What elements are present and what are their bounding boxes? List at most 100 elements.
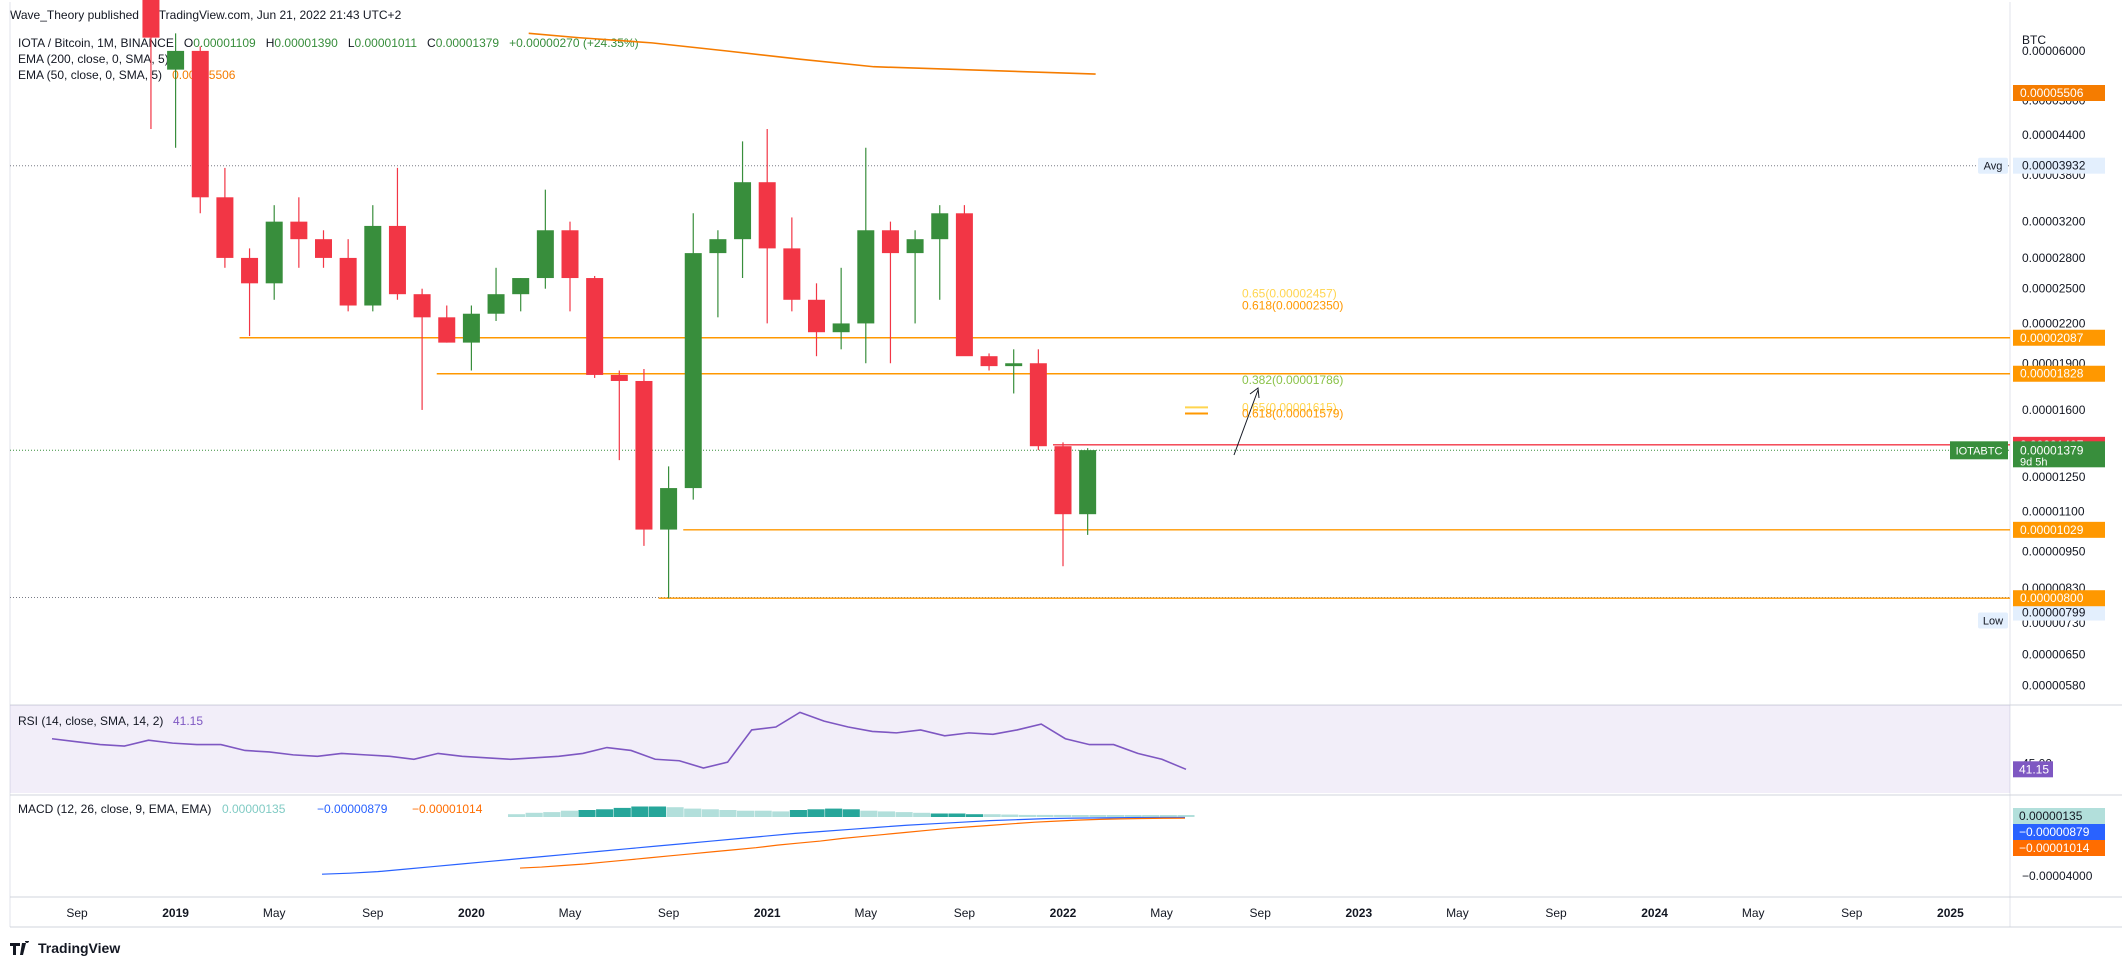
macd-hist-bar: [684, 808, 702, 817]
candle-body: [167, 50, 185, 70]
price-tick-label: 0.00002200: [2022, 316, 2086, 330]
price-tick-label: 0.00004400: [2022, 128, 2086, 142]
candle-body: [955, 213, 973, 357]
time-tick-label: Sep: [1250, 906, 1272, 920]
candle-body: [660, 488, 678, 530]
ema50-price-bg: [2013, 85, 2105, 101]
macd-hist-bar: [825, 808, 843, 817]
candle-body: [388, 225, 406, 295]
high-value: 0.00001390: [274, 36, 338, 50]
candle-body: [1005, 363, 1023, 367]
candle-body: [216, 197, 234, 258]
low-tag-bg: [1978, 612, 2008, 629]
price-axis-unit: BTC: [2022, 33, 2046, 47]
last-price-label: 0.00001379: [2020, 443, 2084, 457]
candle-body: [1054, 446, 1072, 515]
candle-body: [315, 239, 332, 258]
macd-hist-bar: [895, 812, 913, 817]
macd-hist-bar: [525, 812, 543, 817]
candle-body: [1029, 363, 1047, 447]
level-price-bg: [2013, 521, 2105, 538]
macd-hist-bar: [648, 806, 667, 817]
tradingview-icon: [10, 941, 29, 955]
macd-hist-bar: [1177, 815, 1195, 817]
macd-hist-bar: [772, 811, 790, 817]
candle-body: [290, 221, 308, 240]
open-value: 0.00001109: [193, 36, 256, 50]
macd-hist-bar: [596, 809, 614, 817]
candle-body: [142, 0, 160, 38]
candle-body: [438, 317, 456, 343]
time-tick-label: Sep: [66, 906, 88, 920]
candle-body: [241, 257, 259, 284]
macd-hist-bar: [754, 810, 772, 817]
rsi-band: [10, 705, 2010, 793]
level-price-label: 0.00001828: [2020, 367, 2084, 381]
time-tick-label: Sep: [1545, 906, 1567, 920]
macd-hist-bar: [560, 810, 578, 817]
candle-body: [1079, 450, 1097, 515]
ema50-label: EMA (50, close, 0, SMA, 5): [18, 68, 163, 82]
macd-hist-bar: [1001, 814, 1019, 817]
time-tick-label: Sep: [658, 906, 680, 920]
macd-hist-bar: [1124, 815, 1142, 817]
candle-body: [462, 313, 480, 343]
macd-hist-bar: [983, 814, 1001, 817]
macd-value: −0.00001014: [412, 802, 483, 816]
symbol-name: IOTA / Bitcoin, 1M, BINANCE: [18, 36, 174, 50]
publisher-header: Wave_Theory published on TradingView.com…: [10, 8, 402, 22]
macd-hist-bar: [1071, 815, 1089, 817]
level-price-label: 0.00000800: [2020, 591, 2084, 605]
brand-name: TradingView: [38, 940, 121, 956]
macd-tag-bg: [2013, 824, 2105, 840]
fib-level-label: 0.618(0.00002350): [1242, 299, 1343, 313]
fib-level-label: 0.65(0.00002457): [1242, 286, 1337, 300]
macd-hist-bar: [1142, 815, 1160, 817]
signal-line: [519, 817, 1186, 869]
price-tick-label: 0.00002800: [2022, 251, 2086, 265]
time-tick-label: May: [1446, 906, 1469, 920]
rsi-value-tag: 41.15: [2019, 762, 2049, 776]
price-tick-label: 0.00003200: [2022, 215, 2086, 229]
time-tick-label: 2023: [1345, 906, 1372, 920]
tradingview-logo[interactable]: TradingView: [10, 940, 120, 956]
projection-arrow: [1233, 389, 1259, 456]
price-tick-label: 0.00006000: [2022, 44, 2086, 58]
ema200-label: EMA (200, close, 0, SMA, 5): [18, 52, 169, 66]
time-tick-label: 2024: [1641, 906, 1668, 920]
macd-hist-bar: [789, 810, 807, 817]
macd-hist-bar: [913, 812, 931, 817]
time-tick-label: May: [1742, 906, 1765, 920]
macd-hist-bar: [737, 810, 755, 817]
symbol-tag-bg: [1950, 441, 2008, 460]
time-tick-label: May: [263, 906, 286, 920]
candle-body: [881, 230, 899, 254]
macd-hist-bar: [701, 809, 719, 817]
time-tick-label: 2021: [754, 906, 781, 920]
macd-tick-label: −0.00004000: [2022, 869, 2093, 883]
macd-hist-bar: [1106, 815, 1125, 817]
fib-level-label: 0.65(0.00001615): [1242, 400, 1337, 414]
macd-hist-bar: [1159, 815, 1177, 817]
macd-hist-bar: [1018, 814, 1036, 817]
macd-hist-bar: [508, 814, 526, 817]
close-value: 0.00001379: [435, 36, 500, 50]
arrow-head: [1249, 387, 1260, 399]
candle-body: [684, 253, 702, 489]
candle-body: [734, 182, 752, 240]
macd-hist-bar: [807, 809, 825, 817]
time-tick-label: 2020: [458, 906, 485, 920]
macd-hist-bar: [930, 813, 948, 817]
time-tick-label: Sep: [1841, 906, 1863, 920]
candle-body: [364, 225, 382, 306]
candle-body: [339, 257, 357, 306]
last-price-bg: [2013, 441, 2105, 468]
time-tick-label: Sep: [954, 906, 976, 920]
candle-body: [635, 380, 653, 530]
close-label: C: [427, 36, 436, 50]
candle-body: [857, 230, 875, 324]
price-tick-label: 0.00002500: [2022, 282, 2086, 296]
macd-tag-label: −0.00001014: [2019, 841, 2090, 855]
rsi-line: [51, 711, 1187, 771]
